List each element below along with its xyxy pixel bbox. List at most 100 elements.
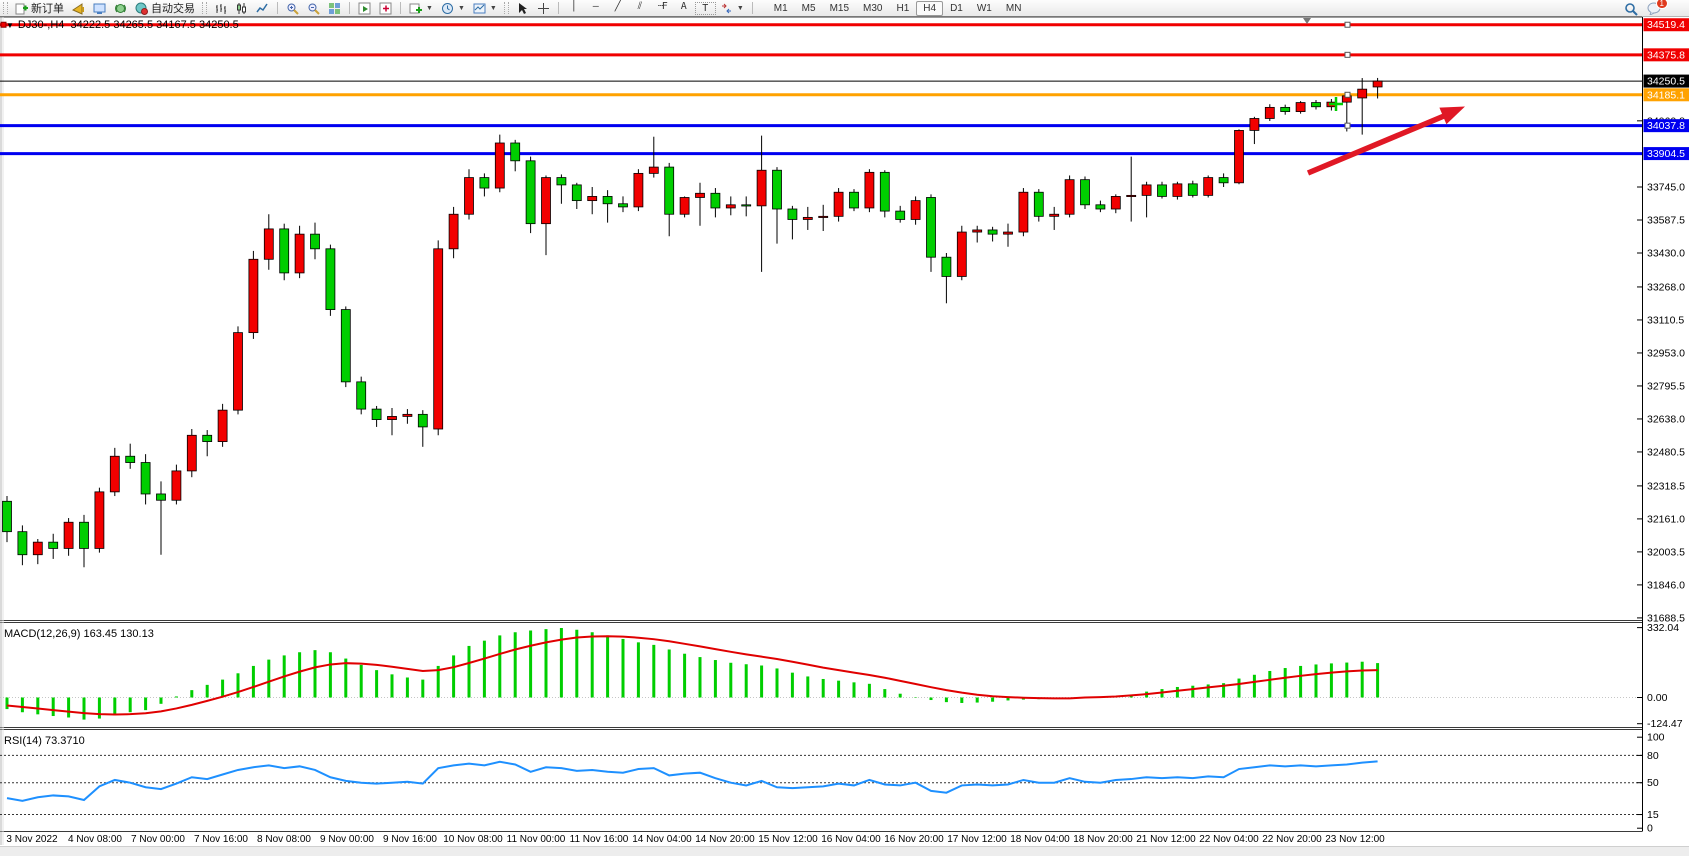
svg-text:0.00: 0.00 [1647,692,1668,704]
timeframe-h4[interactable]: H4 [916,1,943,16]
svg-text:11 Nov 00:00: 11 Nov 00:00 [507,834,566,845]
chart-canvas[interactable]: 34060.833745.033587.533430.033268.033110… [0,16,1689,846]
text-icon[interactable]: A [673,1,695,16]
line-chart-icon[interactable] [252,2,273,15]
toolbar-grip [202,2,207,14]
chart-expand-icon[interactable]: ▼ [6,21,14,30]
new-chart-icon [409,2,422,15]
svg-text:15: 15 [1647,809,1659,821]
svg-text:11 Nov 16:00: 11 Nov 16:00 [570,834,629,845]
autotrading-icon [135,2,148,15]
signal-icon[interactable] [110,2,131,15]
label-icon[interactable]: T [695,2,716,15]
svg-text:14 Nov 20:00: 14 Nov 20:00 [695,834,755,845]
candlesticks[interactable] [3,78,1383,567]
svg-text:10 Nov 08:00: 10 Nov 08:00 [443,834,503,845]
autotrading-label: 自动交易 [151,0,195,16]
chat-icon[interactable]: 1 [1647,2,1663,15]
new-order-button[interactable]: 新订单 [11,1,68,16]
svg-text:3 Nov 2022: 3 Nov 2022 [6,834,58,845]
chevron-down-icon: ▼ [737,5,744,12]
shapes-button[interactable]: ▼ [716,1,748,16]
svg-text:32161.0: 32161.0 [1647,513,1685,525]
svg-text:80: 80 [1647,750,1659,762]
svg-text:22 Nov 04:00: 22 Nov 04:00 [1199,834,1259,845]
svg-text:34037.8: 34037.8 [1647,120,1685,132]
timeframe-w1[interactable]: W1 [970,1,999,16]
line-anchor [1345,22,1350,27]
price-axis[interactable]: 34060.833745.033587.533430.033268.033110… [1637,115,1685,624]
svg-text:18 Nov 04:00: 18 Nov 04:00 [1010,834,1070,845]
svg-text:50: 50 [1647,777,1659,789]
crosshair-icon[interactable] [533,2,554,15]
macd-panel[interactable]: 332.040.00-124.47 [0,622,1683,730]
svg-text:332.04: 332.04 [1647,622,1679,634]
timeframe-d1[interactable]: D1 [943,1,970,16]
period-button[interactable]: ▼ [437,1,469,16]
svg-text:9 Nov 16:00: 9 Nov 16:00 [383,834,437,845]
rsi-line [7,761,1378,800]
new-order-icon [15,2,28,15]
svg-text:33268.0: 33268.0 [1647,281,1685,293]
terminal-icon[interactable] [89,2,110,15]
svg-text:9 Nov 00:00: 9 Nov 00:00 [320,834,374,845]
svg-text:23 Nov 12:00: 23 Nov 12:00 [1325,834,1385,845]
chevron-down-icon: ▼ [426,5,433,12]
new-chart-button[interactable]: ▼ [405,1,437,16]
cursor-icon[interactable] [512,2,533,15]
svg-text:33587.5: 33587.5 [1647,215,1685,227]
trendline-icon[interactable]: ╱ [607,1,629,16]
autotrading-button[interactable]: 自动交易 [131,1,199,16]
timeframe-m15[interactable]: M15 [823,1,856,16]
panel-frames [0,17,1643,845]
svg-text:32480.5: 32480.5 [1647,446,1685,458]
svg-text:7 Nov 16:00: 7 Nov 16:00 [194,834,248,845]
svg-text:34185.1: 34185.1 [1647,89,1685,101]
annotations[interactable] [1,22,1465,173]
price-badges: 34519.434375.834250.534185.134037.833904… [1644,18,1689,160]
timeframe-h1[interactable]: H1 [889,1,916,16]
svg-text:32953.0: 32953.0 [1647,347,1685,359]
timeframe-m30[interactable]: M30 [856,1,889,16]
horizontal-line-icon[interactable]: — [585,1,607,16]
svg-text:31846.0: 31846.0 [1647,579,1685,591]
line-anchor [1345,123,1350,128]
channel-icon[interactable]: ⫽ [629,1,651,16]
timeframe-m1[interactable]: M1 [767,1,795,16]
zoom-out-icon[interactable] [303,2,324,15]
rsi-panel[interactable]: 100 80 50 15 0 [0,732,1665,835]
svg-text:14 Nov 04:00: 14 Nov 04:00 [632,834,692,845]
search-icon[interactable] [1624,2,1637,15]
new-order-label: 新订单 [31,0,64,16]
svg-text:32638.0: 32638.0 [1647,413,1685,425]
fibonacci-icon[interactable]: ┄F [651,1,673,16]
timeframe-mn[interactable]: MN [999,1,1029,16]
svg-text:100: 100 [1647,732,1665,744]
chevron-down-icon: ▼ [458,5,465,12]
indicator-add-icon[interactable] [375,2,396,15]
template-button[interactable]: ▼ [469,1,501,16]
svg-text:33110.5: 33110.5 [1647,314,1684,326]
vertical-line-icon[interactable]: │ [563,1,585,16]
candlestick-chart-icon[interactable] [231,2,252,15]
timeframe-m5[interactable]: M5 [795,1,823,16]
macd-values: 163.45 130.13 [83,628,153,640]
bar-chart-icon[interactable] [210,2,231,15]
horn-icon[interactable] [68,2,89,15]
svg-text:21 Nov 12:00: 21 Nov 12:00 [1136,834,1196,845]
toolbar-grip [3,2,8,14]
svg-text:8 Nov 08:00: 8 Nov 08:00 [257,834,311,845]
tile-windows-icon[interactable] [324,2,345,15]
indicator-window-icon[interactable] [354,2,375,15]
zoom-in-icon[interactable] [282,2,303,15]
svg-text:0: 0 [1647,823,1653,835]
toolbar-grip [504,2,509,14]
svg-text:32003.5: 32003.5 [1647,546,1685,558]
rsi-indicator-label: RSI(14) 73.3710 [4,735,85,747]
svg-text:15 Nov 12:00: 15 Nov 12:00 [758,834,818,845]
line-anchor [1345,52,1350,57]
svg-text:34250.5: 34250.5 [1647,76,1685,88]
svg-text:33745.0: 33745.0 [1647,182,1685,194]
svg-text:34375.8: 34375.8 [1647,49,1685,61]
